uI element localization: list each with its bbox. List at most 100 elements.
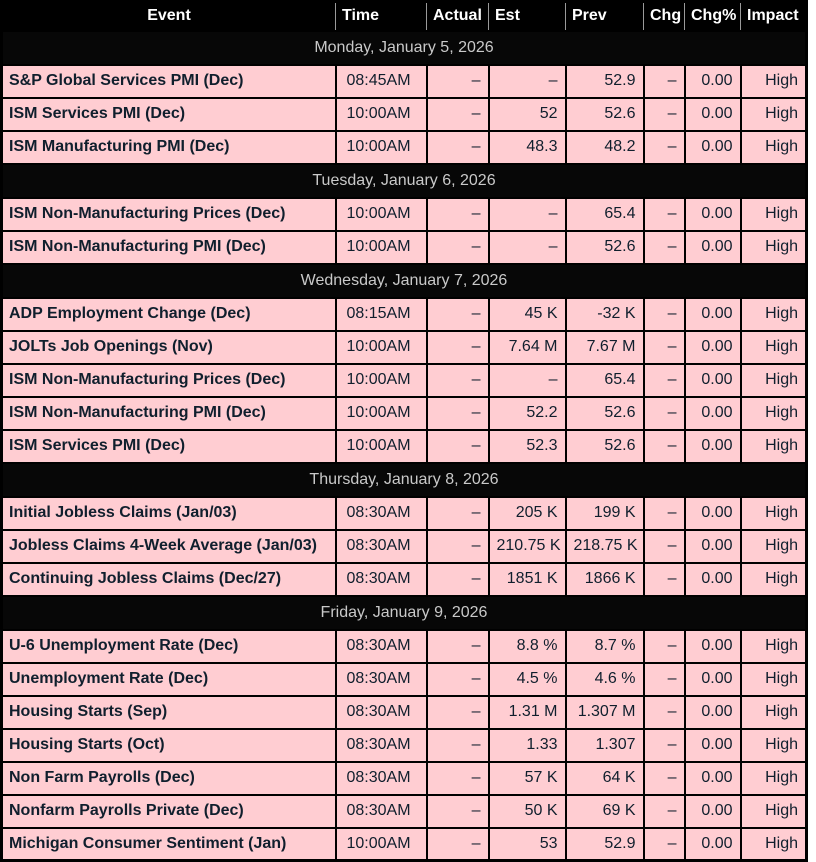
prev-cell: 7.67 M [564,329,645,365]
chg-pct-cell: 0.00 [683,793,742,829]
event-row[interactable]: ISM Non-Manufacturing PMI (Dec) 10:00AM – –… [0,229,808,265]
event-row[interactable]: ISM Non-Manufacturing Prices (Dec) 10:00A… [0,362,808,398]
day-separator-row: Thursday, January 8, 2026 [0,461,808,498]
event-cell[interactable]: Nonfarm Payrolls Private (Dec) [0,793,337,829]
time-cell: 08:30AM [334,628,428,664]
day-separator-label: Thursday, January 8, 2026 [0,461,808,498]
event-cell[interactable]: Initial Jobless Claims (Jan/03) [0,495,337,531]
prev-cell: 52.6 [564,229,645,265]
event-cell[interactable]: JOLTs Job Openings (Nov) [0,329,337,365]
time-cell: 08:30AM [334,694,428,730]
chg-pct-cell: 0.00 [683,528,742,564]
prev-cell: 8.7 % [564,628,645,664]
actual-cell: – [425,760,490,796]
chg-pct-cell: 0.00 [683,694,742,730]
impact-cell: High [739,296,808,332]
time-cell: 08:30AM [334,528,428,564]
time-cell: 10:00AM [334,196,428,232]
impact-cell: High [739,329,808,365]
impact-cell: High [739,694,808,730]
prev-cell: -32 K [564,296,645,332]
time-cell: 10:00AM [334,826,428,862]
chg-pct-cell: 0.00 [683,63,742,99]
event-row[interactable]: Jobless Claims 4-Week Average (Jan/03) 08… [0,528,808,564]
chg-pct-cell: 0.00 [683,661,742,697]
day-separator-row: Tuesday, January 6, 2026 [0,162,808,199]
event-cell[interactable]: S&P Global Services PMI (Dec) [0,63,337,99]
event-row[interactable]: Michigan Consumer Sentiment (Jan) 10:00AM… [0,826,808,862]
event-row[interactable]: ADP Employment Change (Dec) 08:15AM –45 K-… [0,296,808,332]
event-row[interactable]: U-6 Unemployment Rate (Dec) 08:30AM –8.8 %… [0,628,808,664]
event-row[interactable]: ISM Services PMI (Dec) 10:00AM –52.3 52.6–0… [0,428,808,464]
event-row[interactable]: Housing Starts (Sep) 08:30AM –1.31 M 1.307 … [0,694,808,730]
event-cell[interactable]: ISM Services PMI (Dec) [0,428,337,464]
event-cell[interactable]: Michigan Consumer Sentiment (Jan) [0,826,337,862]
column-header-impact: Impact [740,0,807,31]
chg-pct-cell: 0.00 [683,229,742,265]
header-row: Event Time Actual Est Prev Chg Chg% Impa… [1,0,807,31]
actual-cell: – [425,694,490,730]
prev-cell: 218.75 K [564,528,645,564]
event-cell[interactable]: ISM Services PMI (Dec) [0,96,337,132]
day-separator-row: Wednesday, January 7, 2026 [0,262,808,299]
event-cell[interactable]: Housing Starts (Sep) [0,694,337,730]
event-cell[interactable]: Non Farm Payrolls (Dec) [0,760,337,796]
actual-cell: – [425,129,490,165]
impact-cell: High [739,63,808,99]
chg-cell: – [642,229,686,265]
chg-pct-cell: 0.00 [683,760,742,796]
day-separator-row: Monday, January 5, 2026 [0,29,808,66]
event-row[interactable]: Unemployment Rate (Dec) 08:30AM –4.5 % 4.6 … [0,661,808,697]
event-cell[interactable]: Housing Starts (Oct) [0,727,337,763]
prev-cell: 52.6 [564,428,645,464]
chg-cell: – [642,793,686,829]
event-cell[interactable]: U-6 Unemployment Rate (Dec) [0,628,337,664]
chg-cell: – [642,63,686,99]
est-cell: 205 K [487,495,567,531]
actual-cell: – [425,229,490,265]
impact-cell: High [739,528,808,564]
prev-cell: 64 K [564,760,645,796]
event-cell[interactable]: ISM Non-Manufacturing Prices (Dec) [0,362,337,398]
time-cell: 10:00AM [334,129,428,165]
event-row[interactable]: ISM Non-Manufacturing Prices (Dec) 10:00A… [0,196,808,232]
event-cell[interactable]: Unemployment Rate (Dec) [0,661,337,697]
actual-cell: – [425,96,490,132]
chg-pct-cell: 0.00 [683,495,742,531]
event-cell[interactable]: ISM Manufacturing PMI (Dec) [0,129,337,165]
event-cell[interactable]: ADP Employment Change (Dec) [0,296,337,332]
chg-cell: – [642,129,686,165]
event-row[interactable]: ISM Non-Manufacturing PMI (Dec) 10:00AM –5… [0,395,808,431]
impact-cell: High [739,362,808,398]
event-row[interactable]: Housing Starts (Oct) 08:30AM –1.33 1.307–0.… [0,727,808,763]
actual-cell: – [425,793,490,829]
impact-cell: High [739,826,808,862]
event-row[interactable]: JOLTs Job Openings (Nov) 10:00AM –7.64 M 7.… [0,329,808,365]
chg-cell: – [642,727,686,763]
event-row[interactable]: ISM Manufacturing PMI (Dec) 10:00AM –48.3 4… [0,129,808,165]
calendar-body: Monday, January 5, 2026 S&P Global Servic… [0,29,808,862]
event-cell[interactable]: Jobless Claims 4-Week Average (Jan/03) [0,528,337,564]
event-row[interactable]: Non Farm Payrolls (Dec) 08:30AM –57 K 64 K –… [0,760,808,796]
event-cell[interactable]: ISM Non-Manufacturing Prices (Dec) [0,196,337,232]
chg-pct-cell: 0.00 [683,727,742,763]
event-cell[interactable]: Continuing Jobless Claims (Dec/27) [0,561,337,597]
chg-pct-cell: 0.00 [683,129,742,165]
impact-cell: High [739,628,808,664]
prev-cell: 1.307 [564,727,645,763]
event-cell[interactable]: ISM Non-Manufacturing PMI (Dec) [0,395,337,431]
event-row[interactable]: Continuing Jobless Claims (Dec/27) 08:30A… [0,561,808,597]
chg-pct-cell: 0.00 [683,196,742,232]
impact-cell: High [739,229,808,265]
est-cell: 52.2 [487,395,567,431]
event-row[interactable]: S&P Global Services PMI (Dec) 08:45AM – –52… [0,63,808,99]
event-cell[interactable]: ISM Non-Manufacturing PMI (Dec) [0,229,337,265]
est-cell: 52 [487,96,567,132]
prev-cell: 69 K [564,793,645,829]
column-header-est: Est [488,0,566,31]
actual-cell: – [425,561,490,597]
event-row[interactable]: ISM Services PMI (Dec) 10:00AM –52 52.6–0.0… [0,96,808,132]
event-row[interactable]: Initial Jobless Claims (Jan/03) 08:30AM –2… [0,495,808,531]
event-row[interactable]: Nonfarm Payrolls Private (Dec) 08:30AM –50… [0,793,808,829]
